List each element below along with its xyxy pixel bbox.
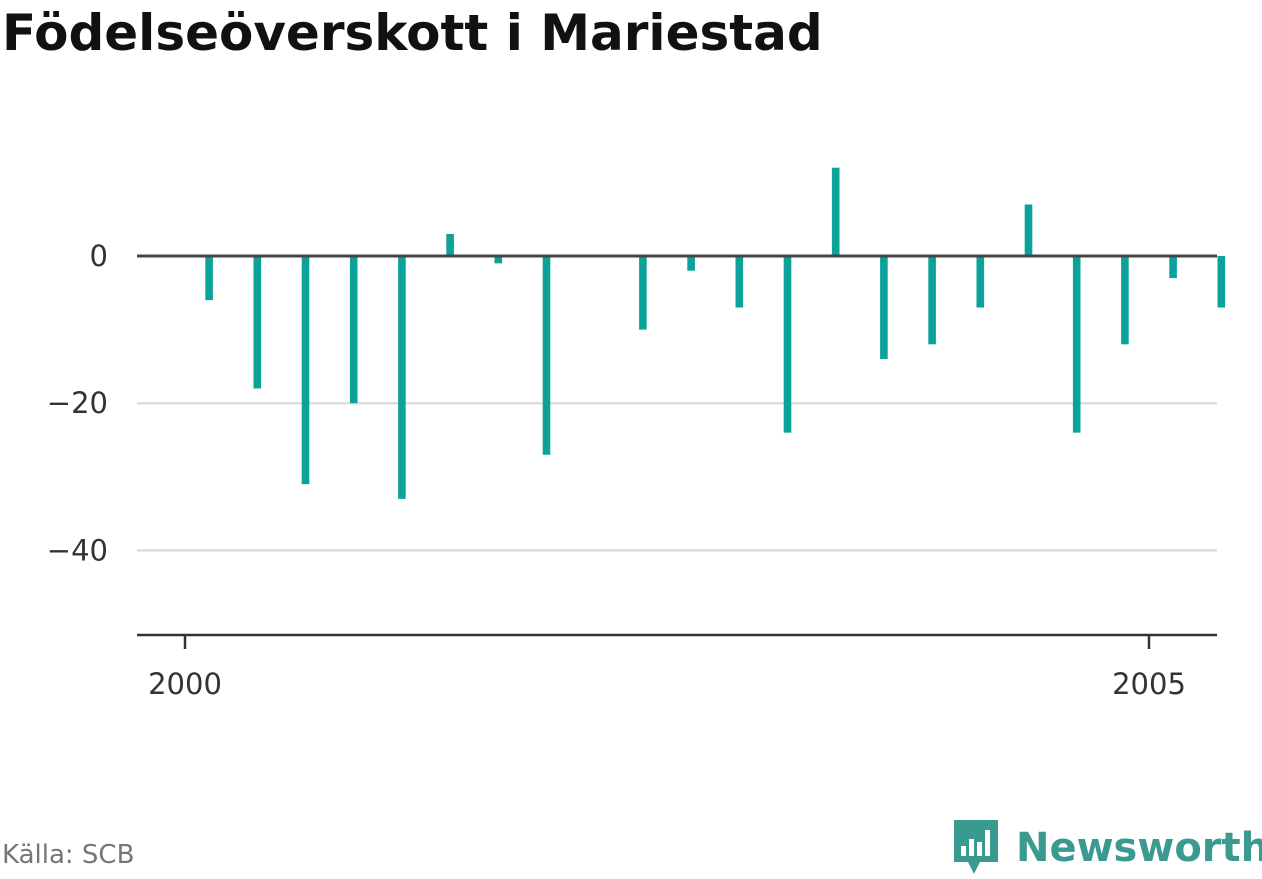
bar-2000Q1 [205, 256, 213, 301]
source-note: Källa: SCB [2, 840, 135, 870]
bar-2004Q3 [1072, 256, 1081, 433]
gridlines [137, 401, 1217, 552]
y-tick-label: −40 [47, 533, 108, 567]
bar-2002Q4 [735, 256, 744, 308]
bar-2002Q3 [687, 256, 695, 271]
x-tick-labels: 200020052010201520202025 [148, 667, 1186, 701]
y-tick-labels: 0 −20 −40 [47, 239, 108, 567]
bar-2000Q3 [301, 256, 310, 485]
bar-2005Q2 [1217, 256, 1226, 308]
bar-2000Q4 [349, 256, 358, 404]
bar-2002Q2 [639, 256, 647, 330]
x-tick-label: 2005 [1112, 667, 1186, 701]
newsworthy-logo-icon [954, 820, 998, 874]
bar-2004Q2 [1024, 204, 1033, 256]
bar-2001Q2 [446, 233, 454, 256]
chart-title: Födelseöverskott i Mariestad [2, 4, 823, 62]
bar-2001Q1 [398, 256, 406, 499]
brand-logo: Newsworthy [950, 818, 1262, 878]
bar-2003Q4 [928, 256, 936, 345]
bar-2003Q2 [831, 167, 840, 256]
bar-2000Q2 [253, 256, 262, 389]
bar-2003Q3 [880, 256, 888, 360]
bar-2001Q4 [542, 256, 551, 455]
bar-2003Q1 [783, 256, 792, 433]
bar-2004Q4 [1121, 256, 1129, 345]
y-tick-label: −20 [47, 386, 108, 420]
bars [205, 167, 1226, 499]
y-tick-label: 0 [90, 239, 108, 273]
bar-2001Q3 [494, 256, 503, 264]
bar-2004Q1 [976, 256, 985, 308]
axes [137, 254, 1217, 649]
brand-name: Newsworthy [1016, 825, 1262, 871]
bar-2005Q1 [1169, 256, 1177, 279]
x-tick-label: 2000 [148, 667, 222, 701]
